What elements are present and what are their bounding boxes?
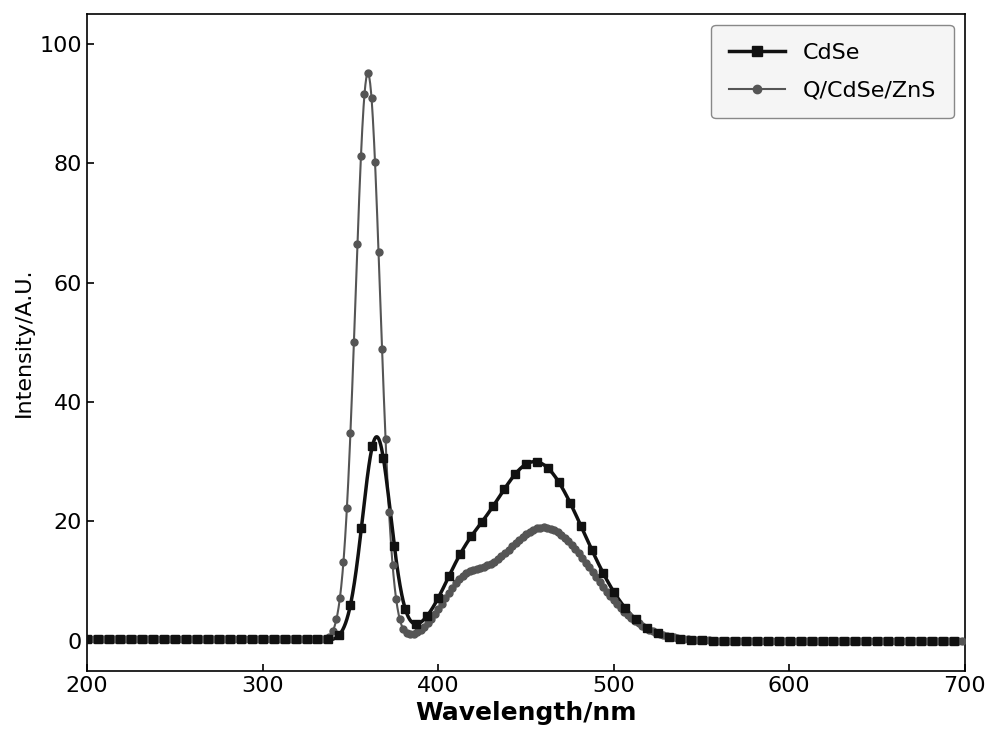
Legend: CdSe, Q/CdSe/ZnS: CdSe, Q/CdSe/ZnS xyxy=(711,25,954,118)
X-axis label: Wavelength/nm: Wavelength/nm xyxy=(415,701,637,725)
Y-axis label: Intensity/A.U.: Intensity/A.U. xyxy=(14,268,34,417)
